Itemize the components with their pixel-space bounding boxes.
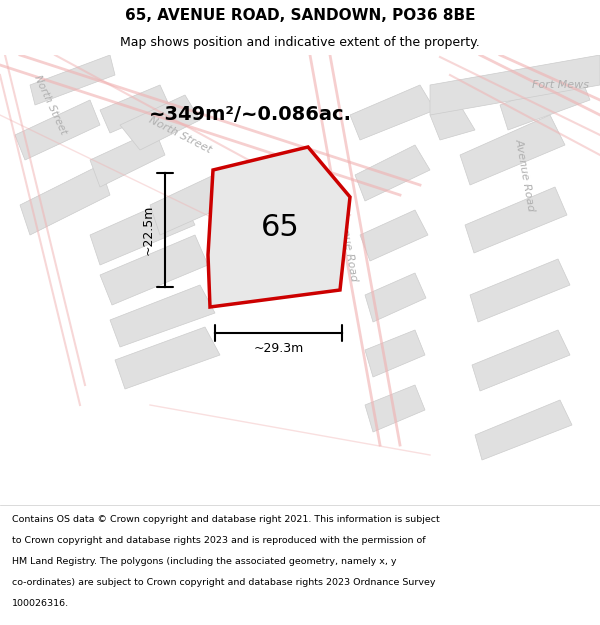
Polygon shape (355, 145, 430, 201)
Polygon shape (430, 55, 600, 115)
Text: Fort Mews: Fort Mews (532, 80, 589, 90)
Text: Map shows position and indicative extent of the property.: Map shows position and indicative extent… (120, 36, 480, 49)
Polygon shape (90, 195, 195, 265)
Polygon shape (115, 327, 220, 389)
Polygon shape (460, 115, 565, 185)
Text: 65: 65 (260, 213, 299, 241)
Polygon shape (20, 165, 110, 235)
Text: 100026316.: 100026316. (12, 599, 69, 608)
Polygon shape (90, 130, 165, 187)
Polygon shape (120, 95, 200, 150)
Text: Contains OS data © Crown copyright and database right 2021. This information is : Contains OS data © Crown copyright and d… (12, 514, 440, 524)
Polygon shape (100, 235, 208, 305)
Text: North Street: North Street (147, 115, 213, 155)
Polygon shape (472, 330, 570, 391)
Polygon shape (360, 210, 428, 261)
Text: ~349m²/~0.086ac.: ~349m²/~0.086ac. (149, 106, 352, 124)
Polygon shape (465, 187, 567, 253)
Text: HM Land Registry. The polygons (including the associated geometry, namely x, y: HM Land Registry. The polygons (includin… (12, 557, 397, 566)
Text: North Street: North Street (32, 74, 68, 136)
Polygon shape (30, 55, 115, 105)
Polygon shape (500, 75, 590, 130)
Polygon shape (365, 273, 426, 322)
Text: co-ordinates) are subject to Crown copyright and database rights 2023 Ordnance S: co-ordinates) are subject to Crown copyr… (12, 578, 436, 587)
Polygon shape (365, 330, 425, 377)
Polygon shape (365, 385, 425, 432)
Text: to Crown copyright and database rights 2023 and is reproduced with the permissio: to Crown copyright and database rights 2… (12, 536, 425, 544)
Text: ~29.3m: ~29.3m (253, 341, 304, 354)
Polygon shape (350, 85, 435, 140)
Polygon shape (15, 100, 100, 160)
Polygon shape (470, 259, 570, 322)
Text: Avenue Road: Avenue Road (337, 208, 359, 282)
Polygon shape (208, 147, 350, 307)
Text: Avenue Road: Avenue Road (514, 138, 536, 212)
Polygon shape (100, 85, 170, 133)
Text: ~22.5m: ~22.5m (142, 205, 155, 255)
Polygon shape (110, 285, 215, 347)
Polygon shape (150, 165, 250, 235)
Polygon shape (430, 105, 475, 140)
Text: 65, AVENUE ROAD, SANDOWN, PO36 8BE: 65, AVENUE ROAD, SANDOWN, PO36 8BE (125, 8, 475, 23)
Polygon shape (475, 400, 572, 460)
